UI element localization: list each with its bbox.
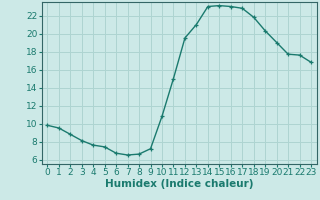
- X-axis label: Humidex (Indice chaleur): Humidex (Indice chaleur): [105, 179, 253, 189]
